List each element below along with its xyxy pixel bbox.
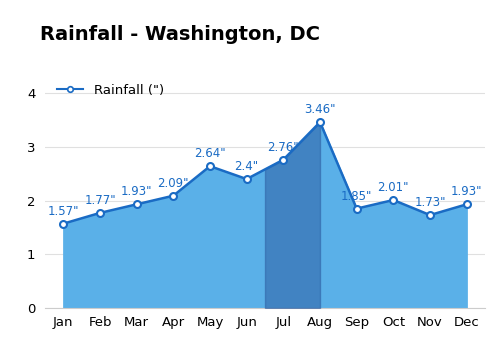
Text: 3.46": 3.46": [304, 103, 336, 116]
Text: 2.01": 2.01": [378, 181, 409, 194]
Text: 2.09": 2.09": [158, 177, 189, 190]
Text: 2.64": 2.64": [194, 147, 226, 160]
Text: 2.4": 2.4": [234, 160, 258, 173]
Text: 1.93": 1.93": [451, 186, 482, 198]
Text: 1.77": 1.77": [84, 194, 116, 207]
Text: Rainfall - Washington, DC: Rainfall - Washington, DC: [40, 25, 320, 43]
Legend: Rainfall ("): Rainfall ("): [52, 79, 169, 103]
Text: 1.73": 1.73": [414, 196, 446, 209]
Text: 1.85": 1.85": [341, 190, 372, 203]
Text: 1.93": 1.93": [121, 186, 152, 198]
Text: 1.57": 1.57": [48, 205, 79, 218]
Text: 2.76": 2.76": [268, 141, 299, 154]
